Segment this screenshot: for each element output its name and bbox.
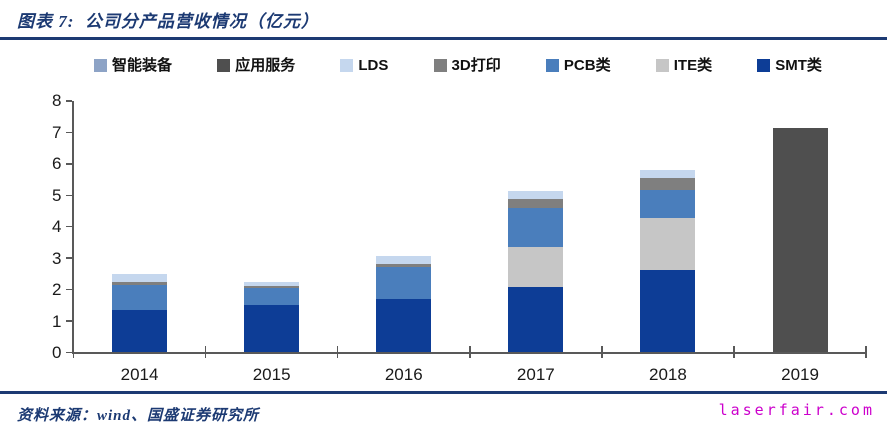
bar-segment-3D打印 [112, 282, 168, 285]
y-axis-tick-label: 7 [52, 122, 62, 142]
bar-segment-3D打印 [640, 177, 696, 190]
bar-segment-3D打印 [244, 286, 300, 289]
y-axis-tick [65, 351, 72, 354]
legend-item: LDS [340, 58, 388, 73]
bar-segment-LDS [112, 273, 168, 283]
y-axis-tick [65, 163, 72, 165]
legend-label: 3D打印 [451, 56, 501, 74]
x-axis-tick [865, 346, 867, 358]
legend-label: 应用服务 [235, 56, 296, 74]
x-axis-category-label: 2016 [384, 364, 423, 384]
x-axis-tick [601, 346, 603, 358]
x-axis-category-label: 2014 [120, 364, 159, 384]
x-axis-category-label: 2017 [516, 364, 555, 384]
x-axis-tick [469, 346, 471, 358]
legend-item: PCB类 [545, 56, 611, 74]
legend-label: LDS [358, 56, 389, 74]
legend-swatch-icon [217, 58, 231, 72]
legend-item: ITE类 [655, 56, 713, 74]
x-axis-tick [733, 346, 735, 358]
legend-swatch-icon [655, 58, 669, 72]
bar-segment-ITE类 [508, 247, 564, 288]
y-axis-tick-label: 3 [52, 248, 62, 268]
legend-swatch-icon [94, 58, 107, 72]
bar-segment-LDS [640, 170, 696, 178]
bar-segment-PCB类 [508, 207, 564, 248]
bar-segment-ITE类 [640, 217, 696, 271]
chart-title: 图表 7: 公司分产品营收情况（亿元） [17, 12, 319, 31]
chart-legend: 智能装备 应用服务 LDS 3D打印 PCB类 ITE类 SMT类 [94, 55, 822, 75]
bar-segment-应用服务 [772, 128, 828, 353]
bar-segment-SMT类 [508, 287, 564, 353]
bar-segment-SMT类 [244, 305, 300, 353]
legend-swatch-icon [545, 58, 559, 72]
bar-segment-PCB类 [244, 288, 300, 306]
bar-segment-PCB类 [640, 189, 696, 218]
bar-segment-PCB类 [376, 266, 432, 300]
y-axis-tick-label: 5 [52, 185, 62, 205]
legend-label: PCB类 [563, 56, 611, 74]
y-axis-tick-label: 6 [52, 154, 62, 174]
x-axis-category-label: 2018 [649, 364, 687, 384]
y-axis-tick [65, 131, 72, 134]
footer-divider [0, 391, 887, 394]
watermark: laserfair.com [718, 401, 875, 419]
legend-item: 应用服务 [217, 58, 295, 73]
legend-label: ITE类 [673, 56, 713, 74]
y-axis-tick-label: 0 [52, 343, 62, 362]
legend-label: SMT类 [775, 56, 822, 74]
bar-segment-PCB类 [112, 284, 168, 311]
y-axis-tick [65, 225, 72, 228]
legend-swatch-icon [340, 58, 354, 72]
y-axis-tick [65, 100, 72, 102]
bar-segment-LDS [508, 190, 564, 200]
bar-segment-3D打印 [376, 264, 432, 267]
title-divider [0, 37, 887, 40]
y-axis-tick-label: 2 [52, 280, 62, 300]
bar-segment-SMT类 [376, 299, 432, 353]
y-axis-tick [65, 194, 72, 197]
x-axis-category-label: 2015 [252, 364, 291, 384]
bar-segment-LDS [376, 255, 432, 265]
legend-item: 智能装备 [94, 58, 172, 73]
x-axis-tick [204, 346, 207, 358]
y-axis-line [72, 100, 74, 354]
bar-segment-3D打印 [508, 199, 564, 208]
bar-segment-LDS [244, 281, 300, 287]
legend-item: SMT类 [757, 58, 822, 73]
legend-item: 3D打印 [433, 56, 501, 74]
bar-segment-SMT类 [112, 310, 168, 353]
y-axis-tick [65, 320, 72, 322]
legend-swatch-icon [433, 58, 447, 72]
y-axis-tick [65, 257, 72, 259]
x-axis-tick [336, 346, 339, 358]
y-axis-tick [65, 288, 72, 291]
x-axis-tick [72, 346, 75, 358]
source-note: 资料来源：wind、国盛证券研究所 [17, 408, 260, 424]
y-axis-tick-label: 8 [52, 91, 62, 111]
y-axis-tick-label: 4 [52, 217, 62, 237]
bar-segment-SMT类 [640, 270, 696, 353]
y-axis-tick-label: 1 [52, 311, 62, 331]
x-axis-category-label: 2019 [781, 364, 819, 384]
legend-label: 智能装备 [112, 56, 173, 74]
legend-swatch-icon [757, 58, 771, 72]
